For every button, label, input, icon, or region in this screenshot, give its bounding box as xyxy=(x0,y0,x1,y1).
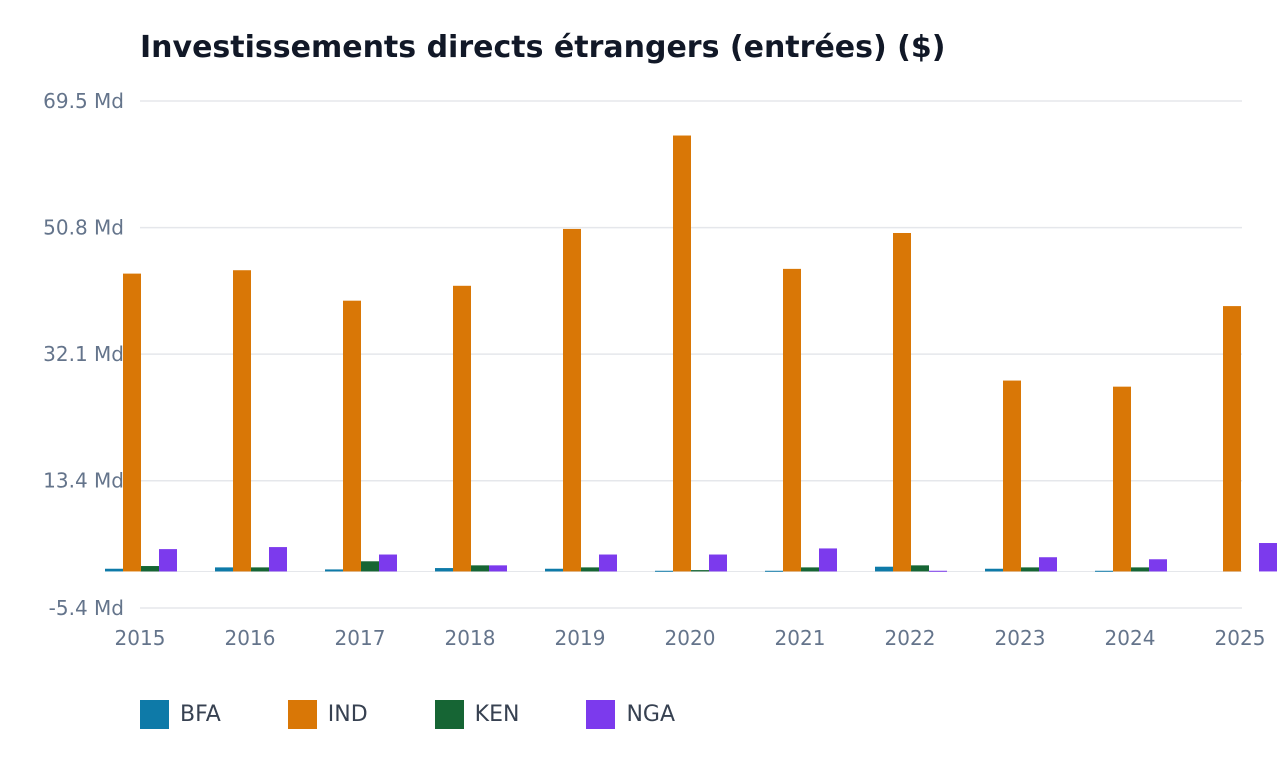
bar-nga-2022 xyxy=(929,570,947,572)
bar-bfa-2016 xyxy=(215,567,233,572)
bar-nga-2015 xyxy=(159,549,177,572)
x-axis-ticks: 2015 2016 2017 2018 2019 2020 2021 2022 2023 2024… xyxy=(115,626,1266,650)
bar-ind-2019 xyxy=(563,228,581,572)
bar-ind-2022 xyxy=(893,232,911,572)
legend-swatch xyxy=(434,700,464,729)
bar-bfa-2020 xyxy=(655,570,673,572)
y-tick-label: 32.1 Md xyxy=(43,342,124,366)
bar-ind-2016 xyxy=(233,270,251,572)
legend-swatch xyxy=(140,700,169,729)
x-tick-label: 2019 xyxy=(555,626,606,650)
bar-ind-2017 xyxy=(343,300,361,572)
bar-ken-2024 xyxy=(1131,567,1149,572)
x-tick-label: 2017 xyxy=(335,626,386,650)
bar-ken-2017 xyxy=(361,561,379,572)
legend-label: BFA xyxy=(180,702,221,727)
y-tick-label: -5.4 Md xyxy=(49,596,124,620)
bar-bfa-2021 xyxy=(765,570,783,572)
bar-ind-2021 xyxy=(783,268,801,572)
bar-ind-2020 xyxy=(673,135,691,572)
bar-nga-2018 xyxy=(489,565,507,572)
y-tick-label: 13.4 Md xyxy=(43,469,124,493)
legend-label: KEN xyxy=(474,702,520,727)
bar-ken-2022 xyxy=(911,565,929,572)
y-axis-ticks: 69.5 Md 50.8 Md 32.1 Md 13.4 Md -5.4 Md xyxy=(43,89,124,620)
x-tick-label: 2021 xyxy=(775,626,826,650)
y-tick-label: 69.5 Md xyxy=(43,89,124,113)
bar-ind-2018 xyxy=(453,285,471,572)
bar-bfa-2023 xyxy=(985,568,1003,572)
x-tick-label: 2020 xyxy=(665,626,716,650)
x-tick-label: 2016 xyxy=(225,626,276,650)
bar-ken-2021 xyxy=(801,567,819,572)
bar-bfa-2019 xyxy=(545,568,563,572)
y-tick-label: 50.8 Md xyxy=(43,216,124,240)
bar-bfa-2024 xyxy=(1095,570,1113,572)
bar-ken-2015 xyxy=(141,566,159,572)
legend-item-nga: NGA xyxy=(586,700,675,729)
bar-ken-2016 xyxy=(251,567,269,572)
x-tick-label: 2024 xyxy=(1105,626,1156,650)
legend-label: NGA xyxy=(626,702,676,727)
bar-bfa-2017 xyxy=(325,569,343,572)
bar-ind-2024 xyxy=(1113,386,1131,572)
bar-nga-2024 xyxy=(1149,559,1167,572)
legend-swatch xyxy=(287,700,317,729)
bar-bfa-2015 xyxy=(105,568,123,572)
bar-ken-2018 xyxy=(471,565,489,572)
bar-ken-2023 xyxy=(1021,567,1039,572)
bar-nga-2019 xyxy=(599,554,617,572)
bar-bfa-2018 xyxy=(435,568,453,572)
legend-label: IND xyxy=(327,702,368,727)
bars xyxy=(105,135,1277,572)
legend-swatch xyxy=(586,700,616,729)
bar-ken-2019 xyxy=(581,567,599,572)
bar-nga-2025 xyxy=(1259,543,1277,572)
legend-item-ind: IND xyxy=(287,700,368,729)
legend-item-bfa: BFA xyxy=(140,700,221,729)
bar-ken-2020 xyxy=(691,570,709,572)
bar-bfa-2022 xyxy=(875,566,893,572)
x-tick-label: 2022 xyxy=(885,626,936,650)
chart-title: Investissements directs étrangers (entré… xyxy=(140,30,946,65)
bar-nga-2021 xyxy=(819,548,837,572)
bar-ind-2025 xyxy=(1223,306,1241,572)
bar-nga-2017 xyxy=(379,554,397,572)
bar-ind-2023 xyxy=(1003,380,1021,572)
legend: BFA IND KEN NGA xyxy=(140,700,742,729)
x-tick-label: 2023 xyxy=(995,626,1046,650)
x-tick-label: 2025 xyxy=(1215,626,1266,650)
bar-nga-2020 xyxy=(709,554,727,572)
x-tick-label: 2015 xyxy=(115,626,166,650)
bar-ind-2015 xyxy=(123,273,141,572)
bar-nga-2023 xyxy=(1039,557,1057,572)
bar-nga-2016 xyxy=(269,547,287,572)
legend-item-ken: KEN xyxy=(434,700,520,729)
x-tick-label: 2018 xyxy=(445,626,496,650)
